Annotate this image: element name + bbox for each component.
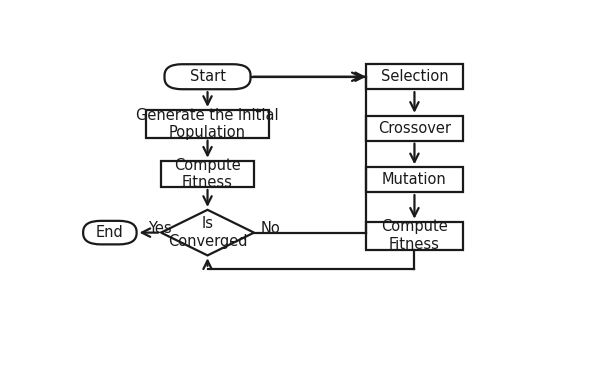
FancyBboxPatch shape [83, 221, 137, 244]
Text: Generate the initial
Population: Generate the initial Population [136, 108, 279, 140]
Bar [365, 167, 463, 192]
Bar [365, 64, 463, 89]
Bar [161, 160, 254, 187]
Text: Compute
Fitness: Compute Fitness [174, 158, 241, 190]
Text: End: End [96, 225, 124, 240]
Text: Is
Converged: Is Converged [168, 217, 247, 249]
Text: No: No [260, 221, 280, 236]
Bar [365, 116, 463, 141]
Text: Mutation: Mutation [382, 172, 447, 187]
Bar [365, 222, 463, 249]
Text: Compute
Fitness: Compute Fitness [381, 219, 448, 252]
Text: Yes: Yes [148, 221, 172, 236]
Polygon shape [161, 210, 254, 256]
Text: Start: Start [190, 69, 226, 84]
Bar [146, 110, 269, 138]
FancyBboxPatch shape [164, 64, 251, 89]
Text: Selection: Selection [380, 69, 448, 84]
Text: Crossover: Crossover [378, 121, 451, 136]
